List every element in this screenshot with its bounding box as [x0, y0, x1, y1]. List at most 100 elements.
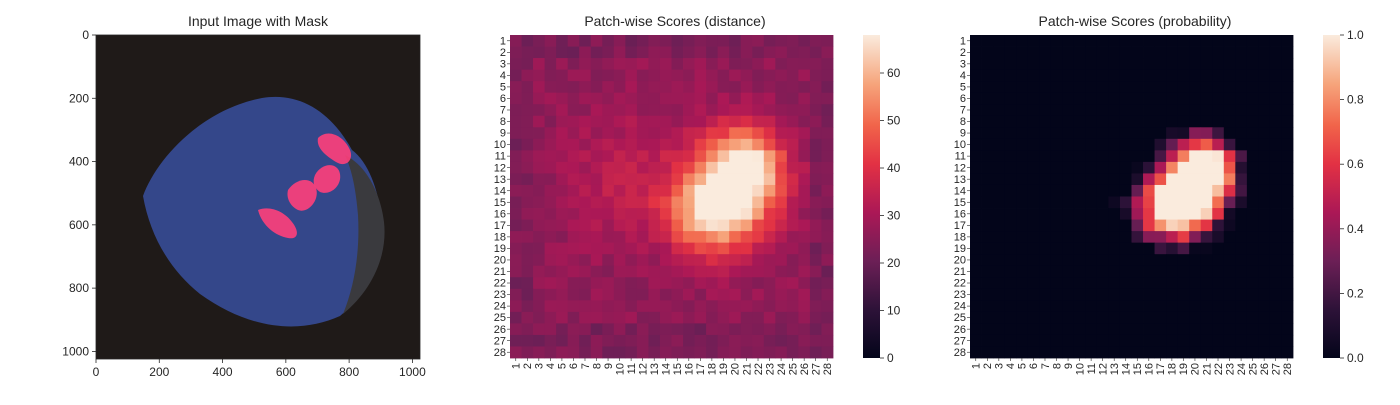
probability-heatmap-cell	[1085, 311, 1098, 324]
distance-heatmap-cell	[740, 81, 753, 94]
distance-heatmap-row-label: 17	[494, 220, 506, 232]
probability-heatmap-cell	[1143, 46, 1155, 59]
distance-heatmap-cell	[821, 265, 834, 278]
probability-heatmap-cell	[1212, 277, 1225, 290]
probability-heatmap-cell	[1119, 254, 1132, 267]
probability-heatmap-cell	[1246, 104, 1259, 117]
distance-heatmap-cell	[740, 300, 753, 313]
distance-heatmap-cell	[752, 35, 765, 47]
distance-heatmap-col-label: 17	[695, 363, 707, 375]
probability-heatmap-cell	[981, 161, 994, 174]
probability-heatmap-cell	[1016, 69, 1029, 82]
distance-heatmap-cell	[798, 46, 811, 59]
distance-heatmap-cell	[683, 184, 695, 197]
probability-heatmap-cell	[1119, 161, 1132, 174]
probability-heatmap-cell	[981, 58, 994, 71]
probability-heatmap-cell	[1189, 127, 1202, 140]
probability-heatmap-cell	[1200, 254, 1213, 267]
distance-heatmap-cell	[613, 254, 626, 267]
distance-heatmap-cell	[683, 219, 695, 232]
probability-heatmap-cell	[1016, 127, 1029, 140]
distance-heatmap-cell	[798, 208, 811, 220]
distance-heatmap-col-label: 11	[626, 363, 638, 374]
probability-heatmap-cell	[1223, 242, 1236, 255]
distance-heatmap-cell	[694, 138, 707, 151]
distance-heatmap-cell	[717, 300, 730, 313]
distance-heatmap-cell	[602, 127, 615, 140]
distance-heatmap-cell	[752, 254, 765, 267]
distance-heatmap-cell	[659, 219, 672, 232]
distance-heatmap-cell	[521, 69, 534, 82]
distance-heatmap-cell	[809, 323, 822, 336]
distance-heatmap-cell	[521, 184, 534, 197]
distance-heatmap-cell	[729, 81, 742, 94]
probability-heatmap-cell	[1223, 254, 1236, 267]
probability-heatmap-cell	[1212, 58, 1225, 71]
probability-heatmap-cell	[1235, 265, 1248, 278]
probability-heatmap-cell	[970, 127, 982, 140]
probability-heatmap-cell	[1062, 300, 1075, 313]
probability-heatmap-cell	[1062, 254, 1075, 267]
probability-heatmap-cell	[1131, 115, 1144, 128]
distance-heatmap-cell	[775, 311, 788, 324]
distance-heatmap-cell	[648, 346, 661, 359]
probability-heatmap-cell	[1119, 311, 1132, 324]
distance-heatmap-cell	[510, 150, 522, 163]
distance-heatmap-cell	[613, 208, 626, 220]
distance-heatmap-cell	[809, 346, 822, 359]
probability-heatmap-cell	[1223, 115, 1236, 128]
distance-heatmap-cell	[659, 104, 672, 117]
probability-heatmap-cell	[1073, 334, 1086, 347]
probability-heatmap-cell	[1119, 334, 1132, 347]
probability-heatmap-cell	[1073, 346, 1086, 359]
distance-heatmap-cell	[590, 69, 603, 82]
distance-heatmap-cell	[567, 311, 580, 324]
probability-heatmap-cell	[1177, 265, 1190, 278]
distance-heatmap-cell	[729, 173, 742, 186]
distance-heatmap-cell	[683, 346, 695, 359]
distance-heatmap-cell	[729, 242, 742, 255]
probability-heatmap-cell	[1200, 138, 1213, 151]
distance-heatmap-cell	[671, 173, 684, 186]
probability-heatmap-cell	[1108, 196, 1121, 209]
distance-heatmap-cell	[706, 150, 719, 163]
distance-heatmap-cell	[786, 219, 799, 232]
distance-heatmap-cell	[752, 208, 765, 220]
distance-heatmap-cell	[544, 115, 557, 128]
probability-heatmap-cell	[1246, 161, 1259, 174]
distance-heatmap-cell	[510, 196, 522, 209]
probability-heatmap-cell	[1085, 196, 1098, 209]
distance-heatmap-cell	[752, 196, 765, 209]
probability-heatmap-cell	[970, 231, 982, 244]
probability-heatmap-cell	[1166, 219, 1179, 232]
distance-heatmap-cell	[590, 35, 603, 47]
distance-heatmap-cell	[729, 334, 742, 347]
distance-heatmap-cell	[683, 254, 695, 267]
probability-heatmap-cell	[1235, 138, 1248, 151]
distance-heatmap-col-label: 5	[557, 363, 569, 369]
probability-heatmap-cell	[1039, 323, 1052, 336]
probability-heatmap-cell	[1085, 231, 1098, 244]
distance-heatmap-cell	[533, 58, 546, 71]
probability-heatmap-cell	[981, 46, 994, 59]
distance-heatmap-cell	[740, 184, 753, 197]
probability-heatmap-cell	[1119, 323, 1132, 336]
distance-heatmap-col-label: 28	[822, 363, 834, 375]
distance-heatmap-cell	[752, 288, 765, 301]
probability-heatmap-cell	[1085, 127, 1098, 140]
probability-heatmap-cell	[1281, 104, 1294, 117]
distance-heatmap-cell	[567, 219, 580, 232]
probability-heatmap-cell	[1166, 150, 1179, 163]
probability-heatmap-cell	[1166, 46, 1179, 59]
distance-colorbar-tick-label: 50	[887, 114, 901, 128]
distance-heatmap-cell	[567, 265, 580, 278]
distance-heatmap-cell	[556, 346, 569, 359]
distance-heatmap-cell	[625, 81, 638, 94]
distance-heatmap-cell	[775, 46, 788, 59]
probability-heatmap-cell	[1143, 242, 1155, 255]
distance-heatmap-cell	[694, 265, 707, 278]
probability-heatmap-cell	[1258, 184, 1271, 197]
probability-heatmap-cell	[1039, 104, 1052, 117]
distance-heatmap-cell	[706, 69, 719, 82]
probability-heatmap-cell	[1050, 138, 1063, 151]
